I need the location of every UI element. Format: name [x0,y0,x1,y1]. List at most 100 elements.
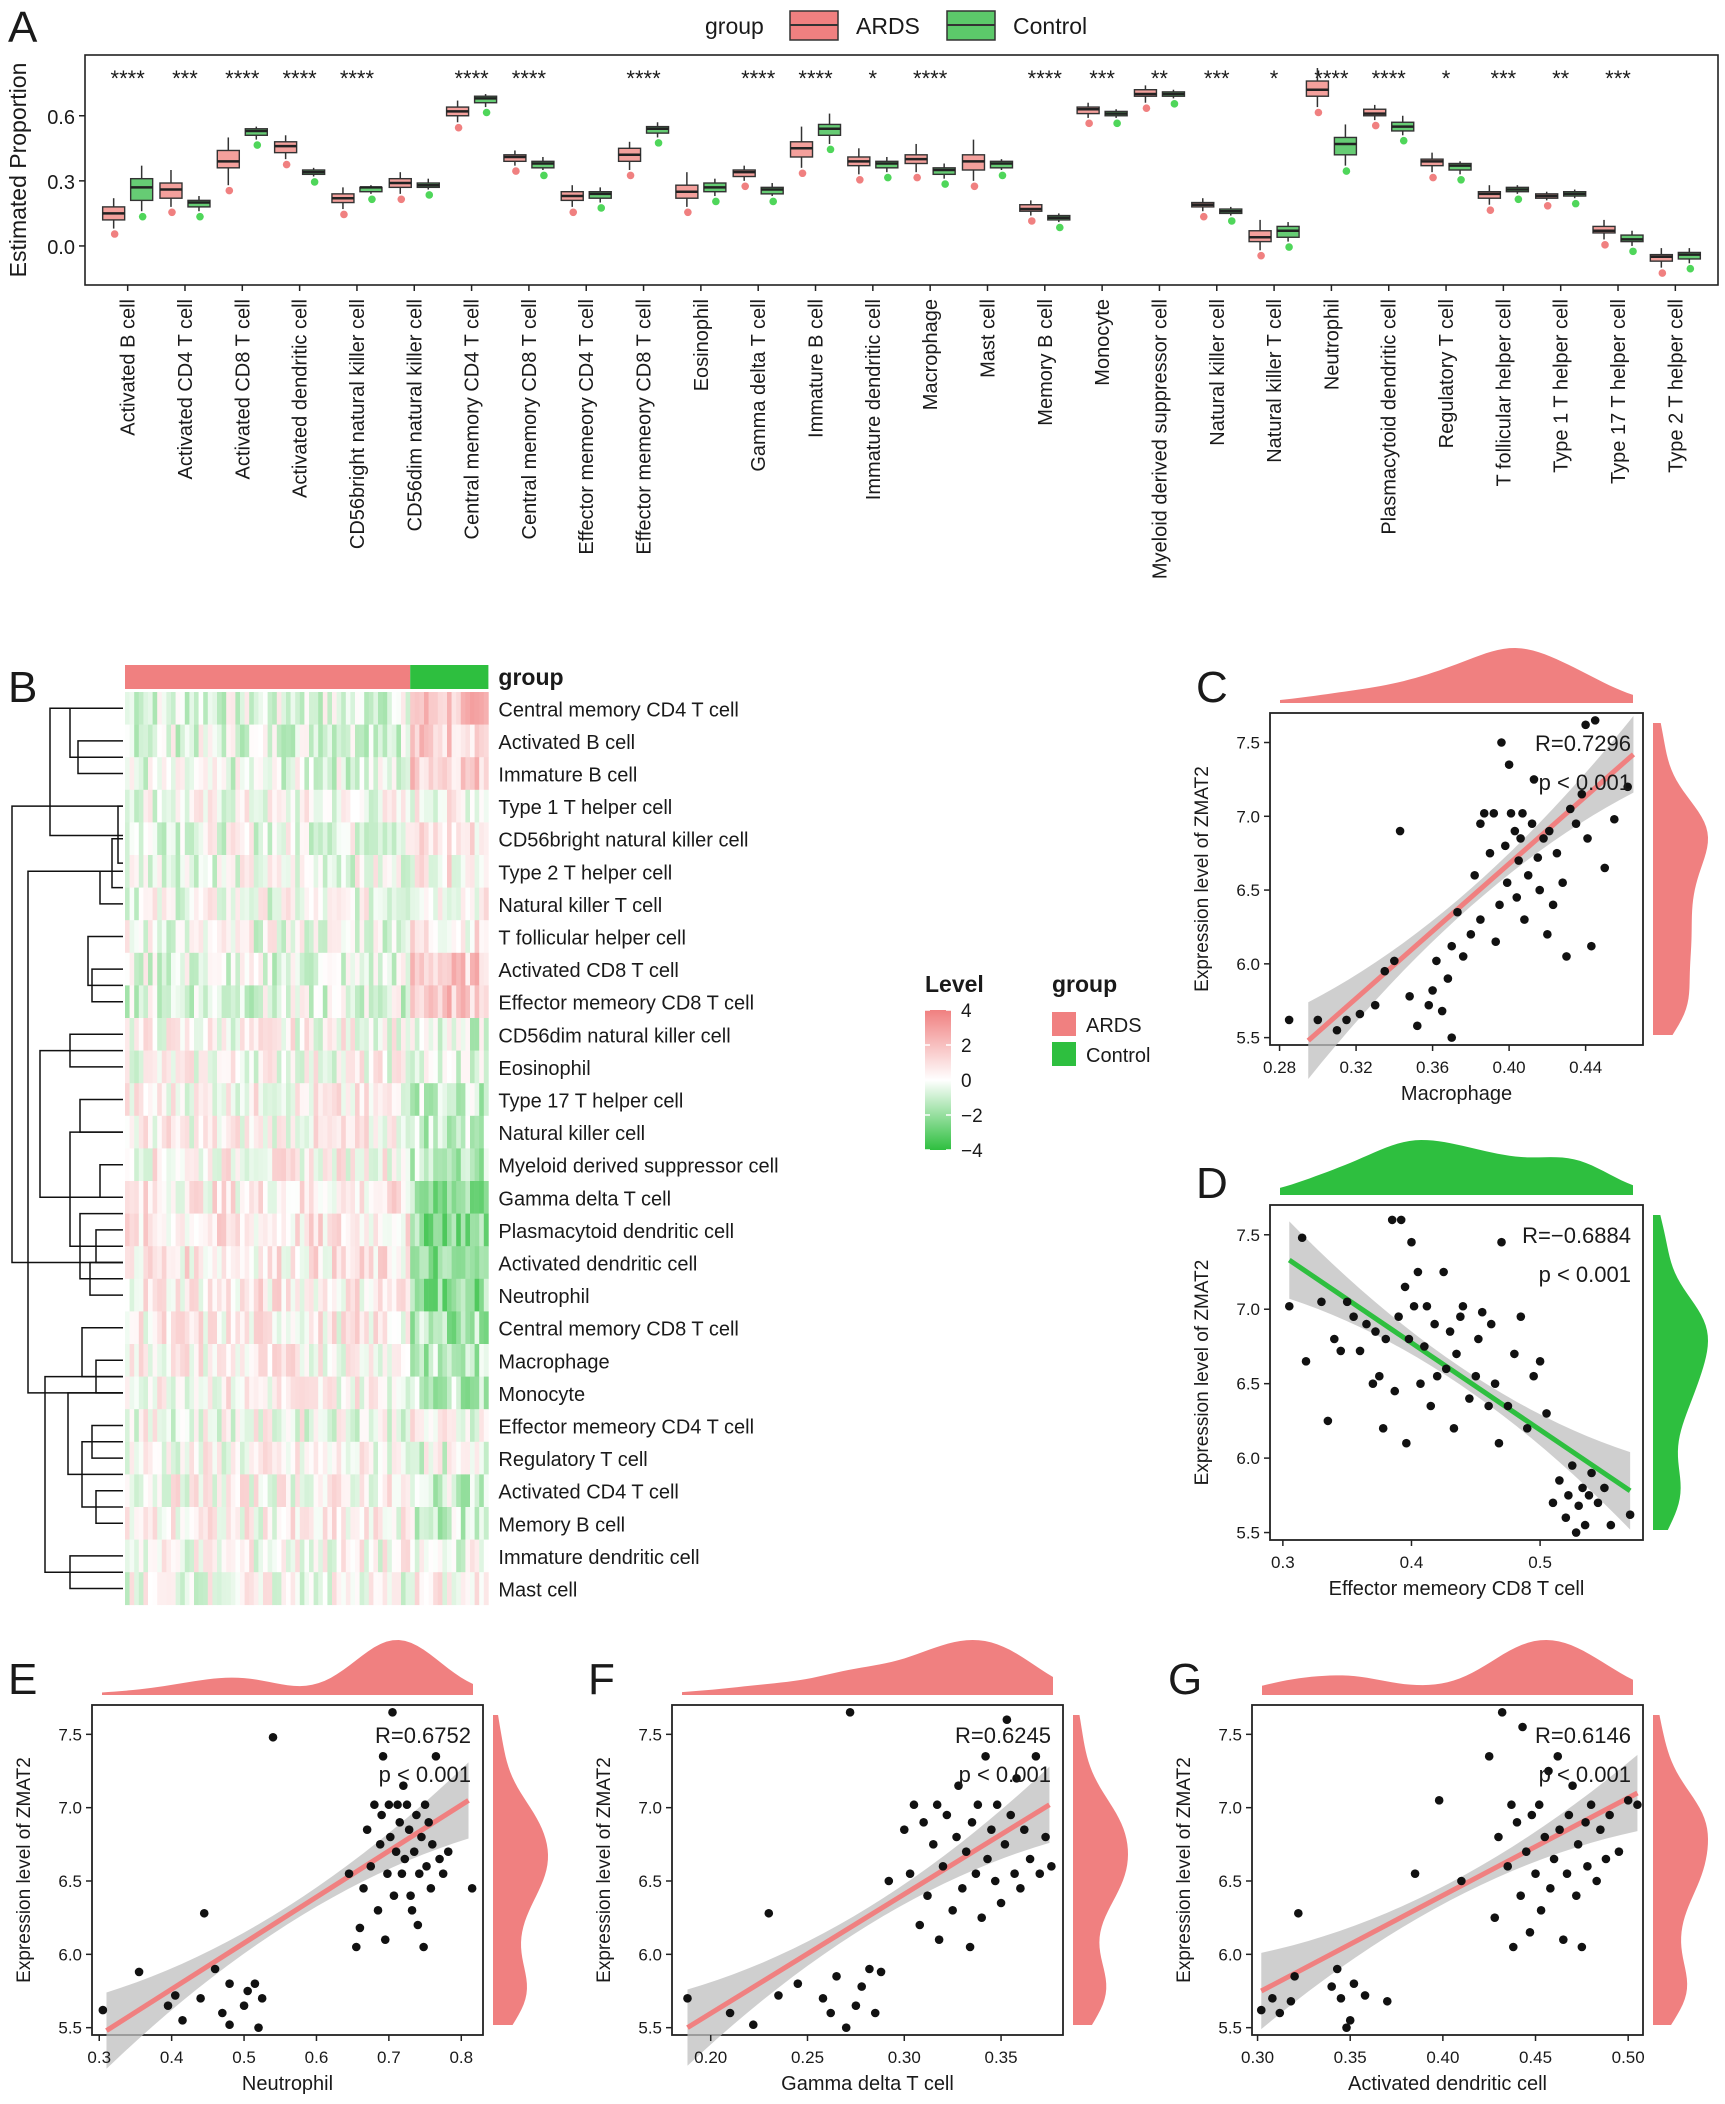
heatmap-cell [387,1278,393,1312]
heatmap-cell [451,855,457,888]
heatmap-cell [267,789,273,823]
heatmap-cell [313,1083,319,1117]
scatter-point [1571,1891,1581,1900]
heatmap-cell [428,1539,434,1573]
heatmap-cell [235,1376,241,1410]
heatmap-cell [129,724,135,758]
heatmap-cell [405,855,411,888]
heatmap-cell [253,1409,259,1443]
heatmap-cell [355,1181,360,1214]
heatmap-cell [474,724,480,758]
regression-line [686,1802,1051,2030]
heatmap-cell [327,1311,333,1345]
x-axis-label: Effector memeory CD8 T cell [1329,1578,1585,1600]
heatmap-cell [240,855,245,888]
heatmap-cell [318,1018,324,1051]
heatmap-cell [226,724,232,758]
heatmap-cell [258,1181,264,1214]
significance-label: **** [741,66,776,91]
heatmap-cell [424,952,429,986]
heatmap-cell [483,1441,489,1475]
x-tick-label: Effector memeory CD8 T cell [634,299,656,555]
heatmap-cell [451,985,457,1019]
heatmap-cell [410,1213,416,1247]
scatter-point [1390,1386,1400,1396]
heatmap-cell [138,952,144,986]
heatmap-cell [212,952,218,986]
heatmap-cell [203,1083,209,1117]
heatmap-cell [483,692,489,725]
scatter-point [1587,1468,1596,1478]
heatmap-cell [230,1018,236,1051]
heatmap-cell [161,1311,167,1345]
heatmap-cell [382,724,388,758]
scatter-point [1447,1033,1457,1042]
heatmap-cell [212,1474,218,1508]
box-outlier [1142,104,1151,112]
heatmap-cell [267,724,273,758]
heatmap-cell [226,985,232,1019]
heatmap-cell [433,1409,439,1443]
heatmap-cell [221,1246,227,1280]
heatmap-cell [272,724,278,758]
heatmap-cell [332,920,337,954]
scatter-point [243,1986,252,1996]
heatmap-cell [290,1507,296,1540]
heatmap-cell [313,724,319,758]
heatmap-cell [235,789,241,823]
heatmap-cell [157,1246,163,1280]
heatmap-cell [359,1507,365,1540]
heatmap-cell [295,1181,301,1214]
heatmap-cell [313,1148,319,1182]
heatmap-cell [272,1507,278,1540]
heatmap-cell [391,724,397,758]
scatter-point [1504,760,1514,769]
heatmap-cell [364,1278,370,1312]
level-tick-label: 0 [961,1071,972,1092]
scatter-point [826,2008,836,2018]
heatmap-cell [152,757,158,791]
heatmap-cell [318,1115,324,1149]
heatmap-cell [405,1278,411,1312]
heatmap-cell [410,1539,416,1573]
heatmap-cell [456,1409,462,1443]
dendrogram-branch [11,805,123,1264]
heatmap-cell [373,1572,379,1606]
heatmap-cell [134,724,140,758]
scatter-point [1410,1869,1420,1878]
scatter-point [1342,1015,1351,1025]
heatmap-cell [350,1409,356,1443]
heatmap-cell [309,692,314,725]
scatter-point [1527,1810,1537,1820]
heatmap-cell [212,855,218,888]
heatmap-cell [235,920,241,954]
heatmap-cell [267,1409,273,1443]
heatmap-cell [189,1507,195,1540]
heatmap-cell [433,1148,439,1182]
heatmap-cell [180,1539,186,1573]
heatmap-cell [304,1018,310,1051]
scatter-point [400,1854,410,1864]
heatmap-cell [470,1507,475,1540]
y-axis-label: Expression level of ZMAT2 [14,1757,35,1983]
heatmap-cell [249,1018,255,1051]
heatmap-cell [373,1539,379,1573]
heatmap-cell [157,1278,163,1312]
heatmap-cell [350,1344,356,1377]
dendrogram-branch [87,935,123,987]
heatmap-cell [207,1441,213,1475]
heatmap-cell [470,1148,475,1182]
heatmap-cell [198,757,204,791]
scatter-point [163,2001,173,2010]
heatmap-cell [125,1474,130,1508]
heatmap-cell [327,1474,333,1508]
heatmap-cell [295,1213,301,1247]
heatmap-cell [437,1083,443,1117]
heatmap-cell [424,920,429,954]
heatmap-cell [276,1278,282,1312]
heatmap-cell [474,1441,480,1475]
heatmap-cell [138,985,144,1019]
x-tick-label: Plasmacytoid dendritic cell [1379,299,1401,535]
scatter-point [1349,1979,1359,1988]
heatmap-cell [405,1213,411,1247]
